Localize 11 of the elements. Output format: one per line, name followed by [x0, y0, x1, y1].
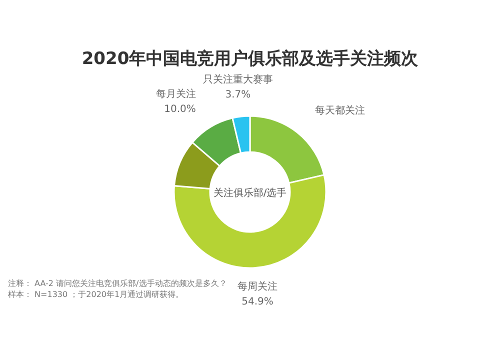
text: 样本： N=1330 ；于2020年1月通过调研获得。 — [8, 290, 184, 299]
slice-label: 每月关注 — [156, 88, 196, 100]
text: 注释： AA-2 请问您关注电竞俱乐部/选手动态的频次是多久？ — [8, 279, 227, 288]
data-label: 3.7% — [225, 90, 251, 101]
slice-label: 只关注重大赛事 — [202, 74, 273, 86]
slice-label: 每天都关注 — [314, 104, 365, 117]
text: 关注俱乐部/选手 — [213, 187, 287, 199]
data-label: 54.9% — [242, 296, 274, 308]
chart-title: 2020年中国电竞用户俱乐部及选手关注频次 — [82, 49, 420, 69]
slice-label: 每周关注 — [238, 280, 278, 293]
data-label: 10.0% — [164, 104, 196, 116]
